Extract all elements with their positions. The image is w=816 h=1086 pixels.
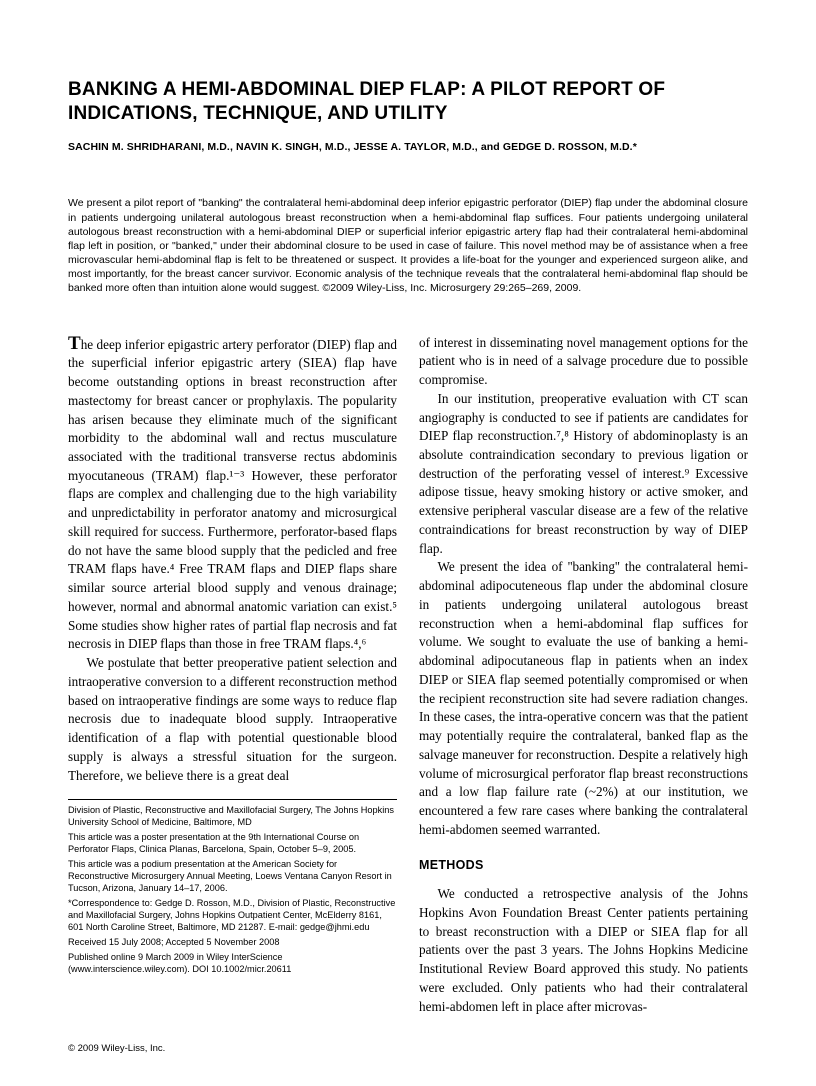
body-columns: The deep inferior epigastric artery perf… (68, 334, 748, 1017)
para-3: of interest in disseminating novel manag… (419, 334, 748, 390)
para-1-rest: he deep inferior epigastric artery perfo… (68, 337, 397, 652)
methods-heading: METHODS (419, 857, 748, 875)
footnote-affiliation: Division of Plastic, Reconstructive and … (68, 805, 397, 829)
para-5: We present the idea of ''banking'' the c… (419, 558, 748, 839)
footnote-dates: Received 15 July 2008; Accepted 5 Novemb… (68, 937, 397, 949)
footnote-correspondence: *Correspondence to: Gedge D. Rosson, M.D… (68, 898, 397, 934)
footnote-doi: Published online 9 March 2009 in Wiley I… (68, 952, 397, 976)
footnotes-block: Division of Plastic, Reconstructive and … (68, 799, 397, 975)
footnote-poster: This article was a poster presentation a… (68, 832, 397, 856)
authors-line: SACHIN M. SHRIDHARANI, M.D., NAVIN K. SI… (68, 140, 748, 155)
footnote-podium: This article was a podium presentation a… (68, 859, 397, 895)
para-6: We conducted a retrospective analysis of… (419, 885, 748, 1016)
para-1: The deep inferior epigastric artery perf… (68, 334, 397, 654)
copyright-line: © 2009 Wiley-Liss, Inc. (68, 1042, 748, 1055)
article-title: BANKING A HEMI-ABDOMINAL DIEP FLAP: A PI… (68, 78, 748, 126)
abstract: We present a pilot report of "banking" t… (68, 196, 748, 295)
para-2: We postulate that better preoperative pa… (68, 654, 397, 785)
para-4: In our institution, preoperative evaluat… (419, 390, 748, 559)
dropcap: T (68, 333, 81, 354)
